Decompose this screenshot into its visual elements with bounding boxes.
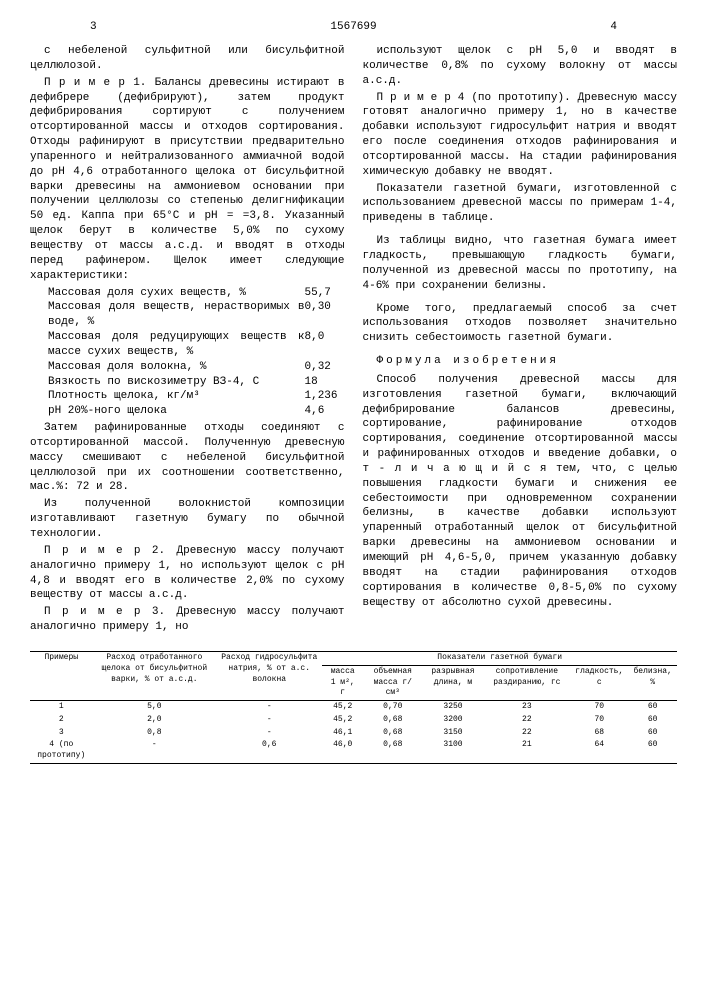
claim-paragraph: Способ получения древесной массы для изг… — [363, 373, 678, 611]
spec-value: 0,30 — [305, 300, 345, 330]
spec-label: Массовая доля редуцирующих веществ к мас… — [48, 330, 305, 360]
col-header: Расход отработанного щелока от бисульфит… — [93, 651, 217, 700]
page-header: 3 1567699 4 — [30, 20, 677, 34]
cell: 23 — [483, 701, 570, 714]
cell: 64 — [570, 739, 628, 763]
cell: 60 — [628, 701, 677, 714]
cell: 0,6 — [216, 739, 322, 763]
document-number: 1567699 — [330, 20, 376, 35]
spec-label: Вязкость по вискозиметру ВЗ-4, С — [48, 375, 305, 390]
col-header: Примеры — [30, 651, 93, 700]
table-body: 1 5,0 - 45,2 0,70 3250 23 70 60 2 2,0 - … — [30, 701, 677, 764]
table-row: 3 0,8 - 46,1 0,68 3150 22 68 60 — [30, 727, 677, 740]
col-header: Расход гидросульфита натрия, % от а.с. в… — [216, 651, 322, 700]
col-header: разрывная длина, м — [423, 665, 484, 700]
cell: 46,1 — [322, 727, 363, 740]
spec-value: 8,0 — [305, 330, 345, 360]
cell: 21 — [483, 739, 570, 763]
cell: 3200 — [423, 714, 484, 727]
spec-label: Массовая доля волокна, % — [48, 360, 305, 375]
cell: 60 — [628, 739, 677, 763]
paragraph: П р и м е р 3. Древесную массу получают … — [30, 605, 345, 635]
cell: 2 — [30, 714, 93, 727]
cell: 4 (по прототипу) — [30, 739, 93, 763]
paragraph: П р и м е р 1. Балансы древесины истираю… — [30, 76, 345, 284]
cell: 3150 — [423, 727, 484, 740]
cell: 68 — [570, 727, 628, 740]
paragraph: Показатели газетной бумаги, изготовленно… — [363, 182, 678, 227]
paragraph: с небеленой сульфитной или бисульфитной … — [30, 44, 345, 74]
col-header: объемная масса г/см³ — [363, 665, 422, 700]
spec-label: pH 20%-ного щелока — [48, 404, 305, 419]
cell: 0,68 — [363, 739, 422, 763]
results-table: Примеры Расход отработанного щелока от б… — [30, 651, 677, 764]
col-header: белизна, % — [628, 665, 677, 700]
spec-value: 0,32 — [305, 360, 345, 375]
cell: 5,0 — [93, 701, 217, 714]
cell: 3100 — [423, 739, 484, 763]
paragraph: используют щелок с pH 5,0 и вводят в кол… — [363, 44, 678, 89]
col-group-header: Показатели газетной бумаги — [322, 651, 677, 665]
page-number-right: 4 — [610, 20, 617, 35]
formula-heading: Формула изобретения — [377, 354, 678, 369]
spec-label: Плотность щелока, кг/м³ — [48, 389, 305, 404]
text-columns: с небеленой сульфитной или бисульфитной … — [30, 44, 677, 637]
cell: 46,0 — [322, 739, 363, 763]
spec-list: Массовая доля сухих веществ, %55,7 Массо… — [48, 286, 345, 420]
cell: 0,8 — [93, 727, 217, 740]
col-header: сопротивление раздиранию, гс — [483, 665, 570, 700]
cell: 22 — [483, 727, 570, 740]
cell: 0,68 — [363, 727, 422, 740]
spec-value: 4,6 — [305, 404, 345, 419]
cell: 22 — [483, 714, 570, 727]
right-column: используют щелок с pH 5,0 и вводят в кол… — [363, 44, 678, 637]
left-column: с небеленой сульфитной или бисульфитной … — [30, 44, 345, 637]
paragraph: П р и м е р 4 (по прототипу). Древесную … — [363, 91, 678, 180]
paragraph: Затем рафинированные отходы соединяют с … — [30, 421, 345, 495]
table-row: 4 (по прототипу) - 0,6 46,0 0,68 3100 21… — [30, 739, 677, 763]
cell: 70 — [570, 714, 628, 727]
spec-label: Массовая доля сухих веществ, % — [48, 286, 305, 301]
col-header: гладкость, с — [570, 665, 628, 700]
table-row: 1 5,0 - 45,2 0,70 3250 23 70 60 — [30, 701, 677, 714]
cell: 70 — [570, 701, 628, 714]
spec-value: 18 — [305, 375, 345, 390]
cell: - — [216, 701, 322, 714]
paragraph: Из таблицы видно, что газетная бумага им… — [363, 234, 678, 293]
spec-label: Массовая доля веществ, нерастворимых в в… — [48, 300, 305, 330]
cell: 45,2 — [322, 714, 363, 727]
cell: 3 — [30, 727, 93, 740]
cell: 2,0 — [93, 714, 217, 727]
cell: - — [93, 739, 217, 763]
cell: 45,2 — [322, 701, 363, 714]
col-header: масса 1 м², г — [322, 665, 363, 700]
cell: 0,70 — [363, 701, 422, 714]
spec-value: 55,7 — [305, 286, 345, 301]
spec-value: 1,236 — [305, 389, 345, 404]
cell: 60 — [628, 714, 677, 727]
table-row: 2 2,0 - 45,2 0,68 3200 22 70 60 — [30, 714, 677, 727]
page-number-left: 3 — [90, 20, 97, 35]
cell: - — [216, 727, 322, 740]
paragraph: Кроме того, предлагаемый способ за счет … — [363, 302, 678, 347]
cell: 0,68 — [363, 714, 422, 727]
cell: 3250 — [423, 701, 484, 714]
paragraph: П р и м е р 2. Древесную массу получают … — [30, 544, 345, 603]
cell: 1 — [30, 701, 93, 714]
cell: - — [216, 714, 322, 727]
cell: 60 — [628, 727, 677, 740]
paragraph: Из полученной волокнистой композиции изг… — [30, 497, 345, 542]
